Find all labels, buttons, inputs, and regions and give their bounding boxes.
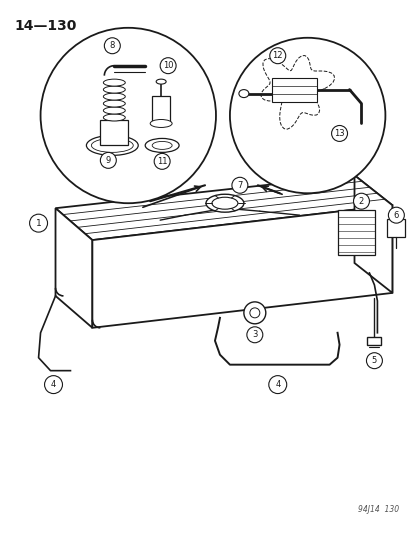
Text: 4: 4 xyxy=(51,380,56,389)
Ellipse shape xyxy=(249,308,259,318)
Text: 94J14  130: 94J14 130 xyxy=(357,505,399,514)
Ellipse shape xyxy=(103,79,125,86)
Ellipse shape xyxy=(103,107,125,114)
Text: 7: 7 xyxy=(237,181,242,190)
Circle shape xyxy=(100,152,116,168)
Bar xyxy=(152,95,170,124)
Polygon shape xyxy=(92,205,392,328)
Ellipse shape xyxy=(91,139,133,152)
Text: 1: 1 xyxy=(36,219,41,228)
Ellipse shape xyxy=(243,302,265,324)
Circle shape xyxy=(231,177,247,193)
Polygon shape xyxy=(354,175,392,293)
Polygon shape xyxy=(55,208,92,328)
Text: 14—130: 14—130 xyxy=(14,19,77,33)
Circle shape xyxy=(40,28,216,203)
Circle shape xyxy=(29,214,47,232)
Ellipse shape xyxy=(211,197,237,209)
Circle shape xyxy=(353,193,368,209)
Ellipse shape xyxy=(156,79,166,84)
Ellipse shape xyxy=(103,93,125,100)
Polygon shape xyxy=(55,175,392,240)
Ellipse shape xyxy=(145,139,179,152)
Text: 3: 3 xyxy=(252,330,257,340)
Text: 2: 2 xyxy=(358,197,363,206)
Circle shape xyxy=(268,376,286,393)
Circle shape xyxy=(160,58,176,74)
Circle shape xyxy=(45,376,62,393)
Text: 9: 9 xyxy=(105,156,111,165)
Circle shape xyxy=(366,353,382,369)
Ellipse shape xyxy=(152,141,172,149)
Circle shape xyxy=(331,125,347,141)
Text: 6: 6 xyxy=(393,211,398,220)
Text: 11: 11 xyxy=(157,157,167,166)
Ellipse shape xyxy=(103,86,125,93)
Bar xyxy=(337,210,375,255)
Ellipse shape xyxy=(86,135,138,156)
Circle shape xyxy=(229,38,385,193)
Text: 4: 4 xyxy=(275,380,280,389)
Circle shape xyxy=(269,48,285,63)
Text: 12: 12 xyxy=(272,51,282,60)
Ellipse shape xyxy=(150,119,172,127)
Circle shape xyxy=(104,38,120,54)
Text: 13: 13 xyxy=(333,129,344,138)
Text: 8: 8 xyxy=(109,41,115,50)
Circle shape xyxy=(154,154,170,169)
Bar xyxy=(367,337,380,345)
Ellipse shape xyxy=(206,194,243,212)
Ellipse shape xyxy=(238,90,248,98)
Bar xyxy=(387,219,404,237)
Bar xyxy=(271,78,316,102)
Circle shape xyxy=(246,327,262,343)
Text: 10: 10 xyxy=(162,61,173,70)
Circle shape xyxy=(387,207,404,223)
Ellipse shape xyxy=(103,114,125,121)
Ellipse shape xyxy=(103,100,125,107)
Text: 5: 5 xyxy=(371,356,376,365)
Bar xyxy=(100,120,128,146)
